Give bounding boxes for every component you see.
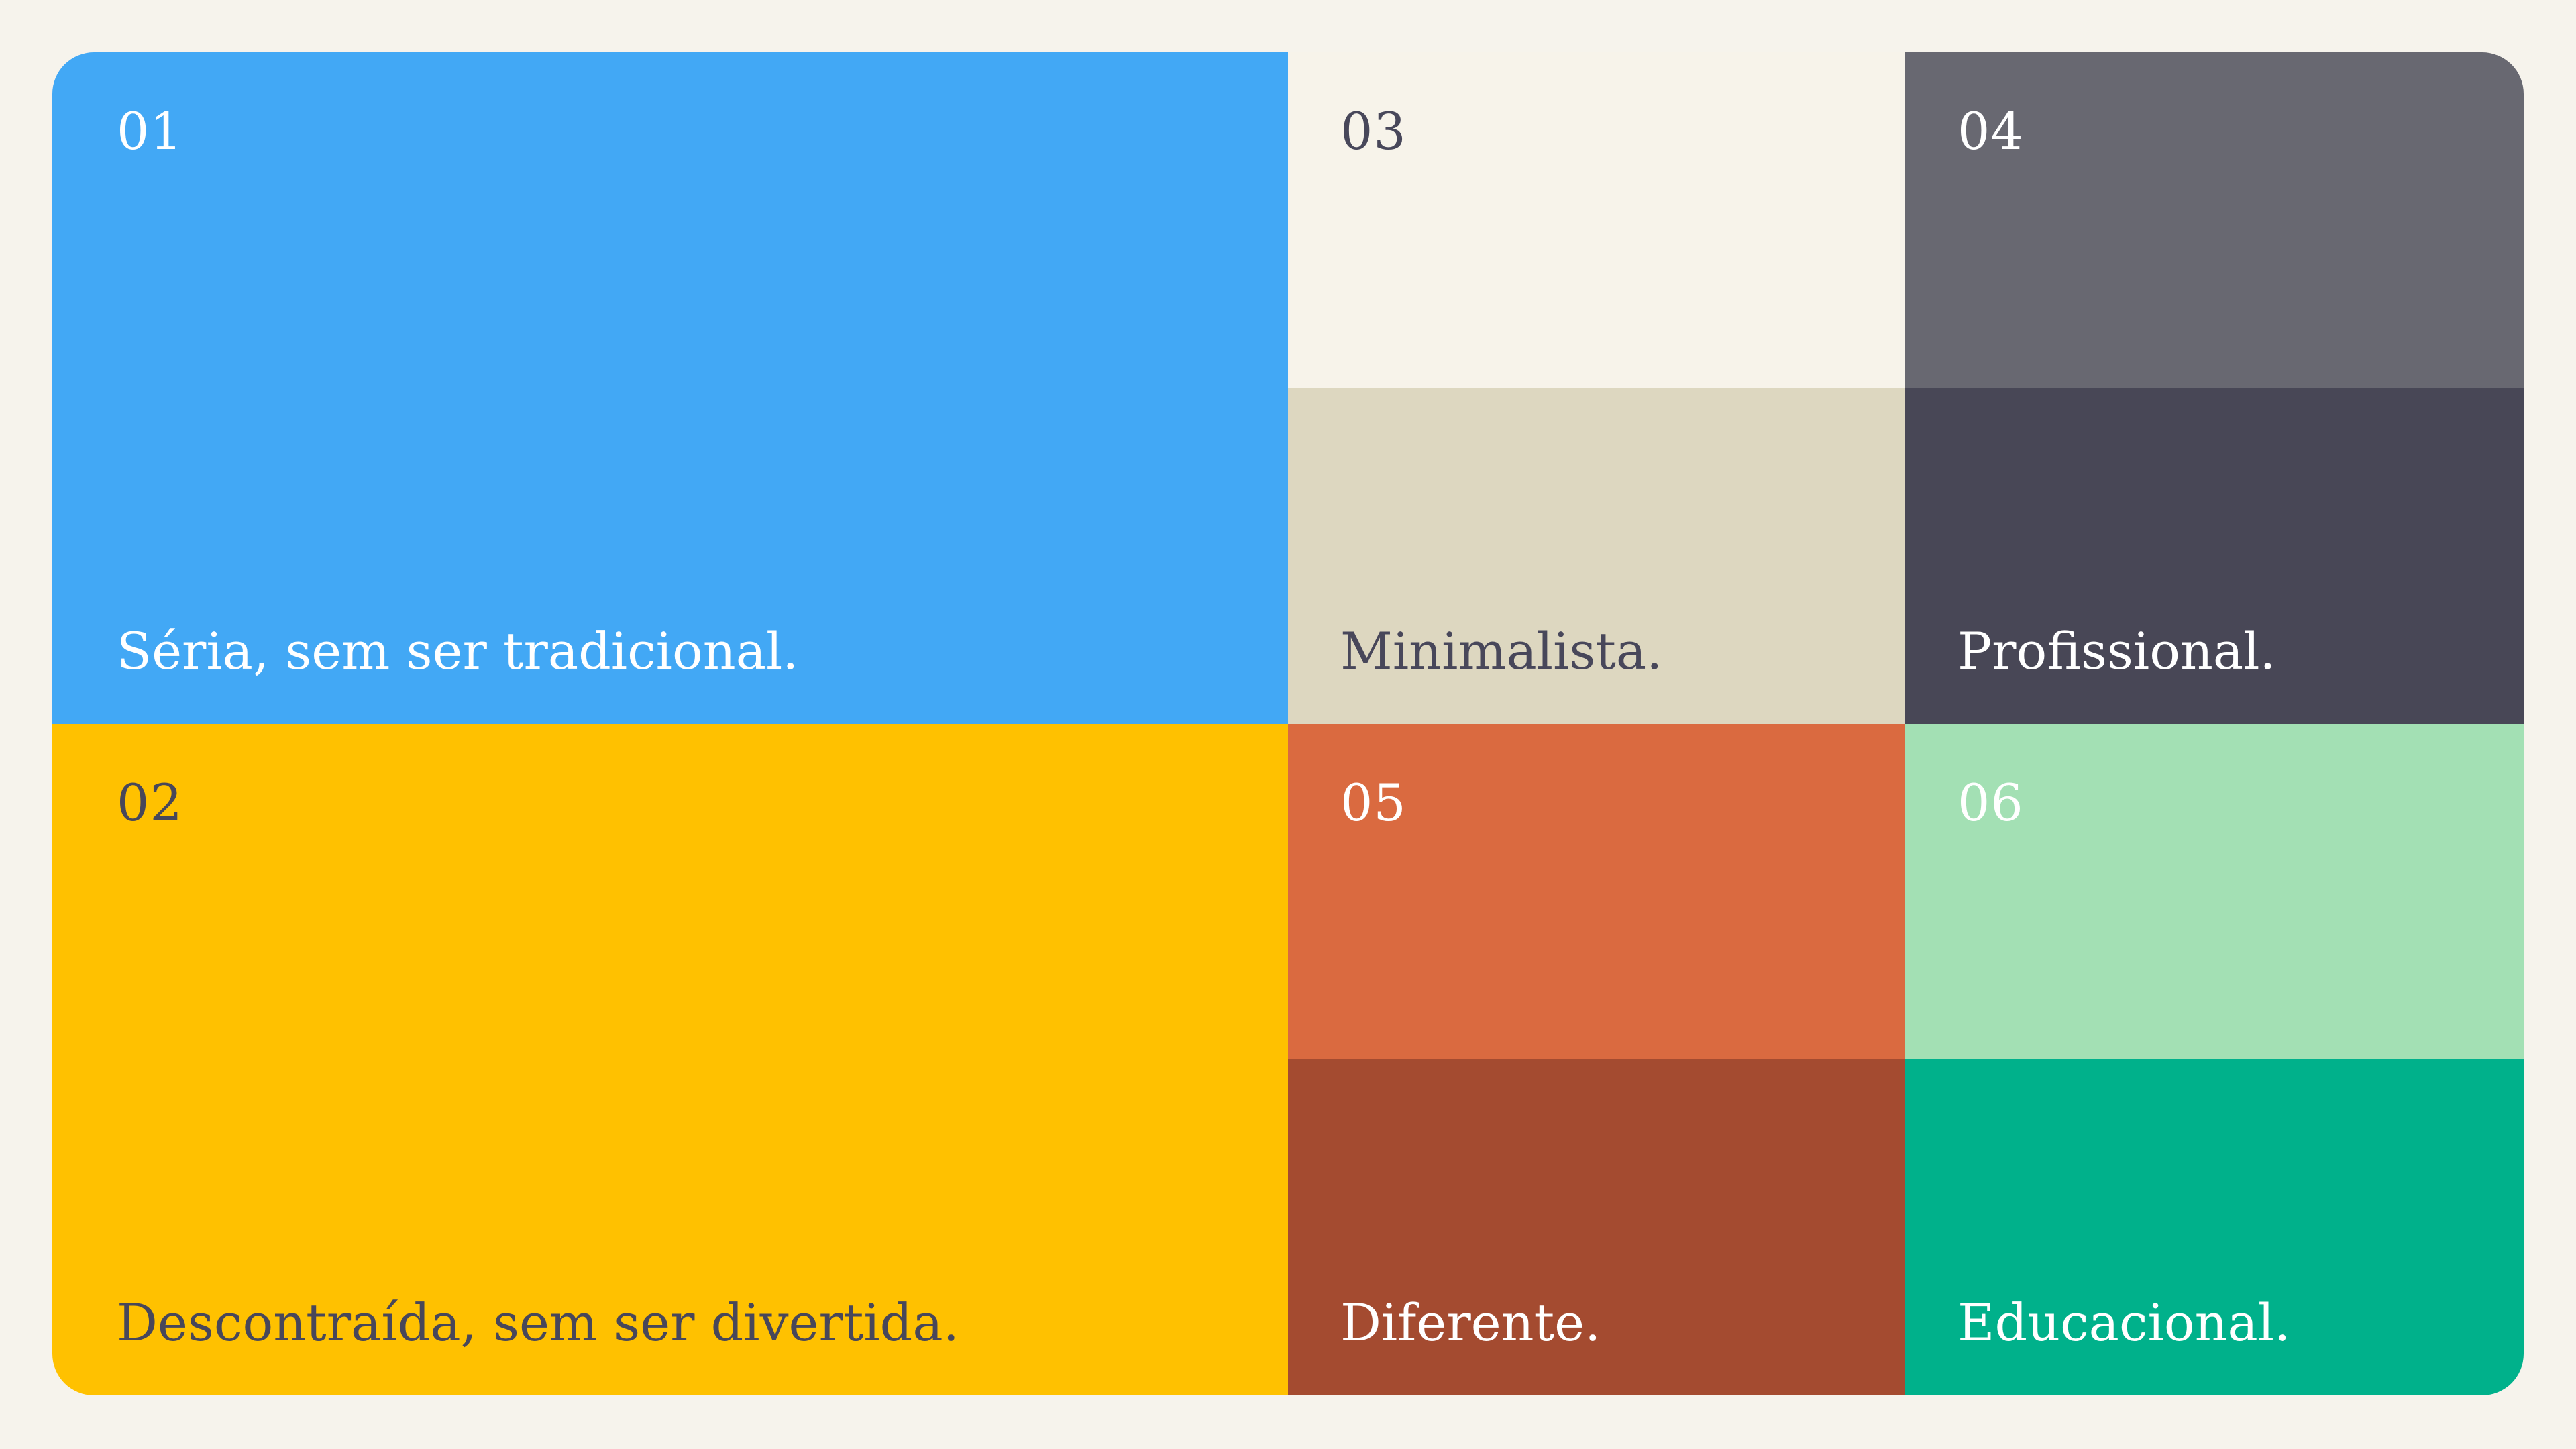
tile-label: Profissional. <box>1957 621 2276 681</box>
tile-label: Séria, sem ser tradicional. <box>117 621 799 681</box>
palette-tile-04: 04 Profissional. <box>1905 52 2524 724</box>
swatch-secondary <box>52 388 1288 724</box>
swatch-primary <box>52 724 1288 1059</box>
tile-label: Diferente. <box>1340 1293 1601 1352</box>
swatch-dark <box>1288 388 1905 724</box>
swatch-dark <box>1905 388 2524 724</box>
swatch-secondary <box>52 1059 1288 1395</box>
tile-number: 03 <box>1340 101 1407 161</box>
tile-number: 01 <box>117 101 183 161</box>
tile-number: 06 <box>1957 773 2024 833</box>
tile-label: Descontraída, sem ser divertida. <box>117 1293 959 1352</box>
tile-number: 04 <box>1957 101 2024 161</box>
swatch-primary <box>52 52 1288 388</box>
palette-tile-02: 02 Descontraída, sem ser divertida. <box>52 724 1288 1395</box>
tile-number: 05 <box>1340 773 1407 833</box>
swatch-dark <box>1905 1059 2524 1395</box>
palette-tile-05: 05 Diferente. <box>1288 724 1905 1395</box>
swatch-dark <box>1288 1059 1905 1395</box>
swatch-light <box>1905 724 2524 1059</box>
tile-label: Educacional. <box>1957 1293 2291 1352</box>
tile-number: 02 <box>117 773 183 833</box>
swatch-light <box>1905 52 2524 388</box>
palette-tile-06: 06 Educacional. <box>1905 724 2524 1395</box>
palette-tile-03: 03 Minimalista. <box>1288 52 1905 724</box>
palette-tile-01: 01 Séria, sem ser tradicional. <box>52 52 1288 724</box>
swatch-light <box>1288 52 1905 388</box>
color-palette-board: 01 Séria, sem ser tradicional. 02 Descon… <box>52 52 2524 1395</box>
tile-label: Minimalista. <box>1340 621 1663 681</box>
swatch-light <box>1288 724 1905 1059</box>
